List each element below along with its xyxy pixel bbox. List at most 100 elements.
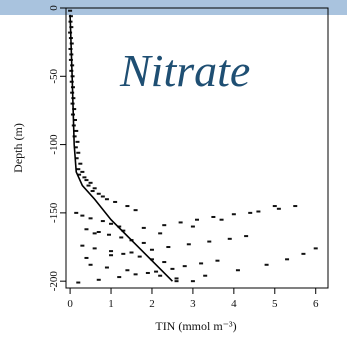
data-point — [121, 252, 126, 255]
chart-title: Nitrate — [119, 45, 250, 96]
data-point — [104, 198, 109, 201]
data-point — [227, 237, 232, 240]
data-point — [174, 277, 179, 280]
data-point — [158, 232, 163, 235]
data-point — [125, 205, 130, 208]
data-point — [117, 225, 122, 228]
data-point — [119, 236, 124, 239]
data-point — [73, 119, 78, 121]
data-point — [219, 218, 224, 221]
data-point — [248, 211, 253, 214]
y-tick-label: -200 — [48, 271, 60, 292]
data-point — [78, 162, 83, 165]
data-point — [80, 214, 85, 217]
x-tick-label: 1 — [108, 298, 114, 310]
data-point — [73, 146, 78, 149]
plot-frame — [65, 7, 329, 289]
data-point — [86, 184, 91, 187]
y-tick-label: -150 — [48, 202, 60, 223]
data-point — [96, 278, 101, 281]
data-point — [109, 254, 114, 257]
data-point — [154, 270, 159, 273]
data-point — [276, 207, 281, 210]
data-point — [313, 247, 318, 250]
data-point — [121, 229, 126, 232]
data-point — [76, 151, 81, 154]
data-point — [145, 271, 150, 274]
data-point — [100, 220, 105, 223]
data-point — [301, 252, 306, 255]
x-axis: 0 1 2 3 4 5 6 — [67, 288, 319, 310]
data-point — [149, 258, 154, 261]
data-point — [166, 246, 171, 249]
data-point — [96, 231, 101, 233]
data-point — [74, 157, 79, 160]
data-point — [199, 262, 204, 265]
data-point — [149, 248, 154, 251]
data-point — [76, 168, 81, 171]
data-point — [133, 273, 138, 276]
data-point — [211, 215, 216, 218]
data-point — [203, 274, 208, 277]
data-point — [178, 221, 183, 224]
data-point — [106, 233, 111, 236]
data-point — [141, 226, 146, 229]
data-point — [215, 259, 220, 262]
data-point — [190, 280, 195, 283]
data-point — [272, 205, 277, 208]
data-point — [231, 213, 236, 216]
data-point — [100, 195, 105, 198]
data-point — [68, 9, 73, 12]
y-axis-label: Depth (m) — [11, 123, 25, 173]
data-point — [88, 217, 93, 220]
data-point — [84, 228, 89, 231]
data-point — [69, 26, 74, 29]
data-point — [190, 225, 195, 228]
data-point — [80, 244, 85, 247]
y-tick-label: -100 — [48, 134, 60, 155]
data-point — [174, 280, 179, 283]
data-point — [133, 209, 138, 212]
y-tick-label: -50 — [48, 68, 60, 83]
data-point — [235, 269, 240, 272]
x-axis-label: TIN (mmol m⁻³) — [155, 319, 236, 333]
x-tick-label: 5 — [272, 298, 278, 310]
data-point — [109, 222, 114, 225]
data-point — [182, 265, 187, 268]
x-tick-label: 3 — [190, 298, 196, 310]
data-point — [104, 266, 109, 269]
data-point — [117, 276, 122, 279]
data-point — [195, 218, 199, 221]
data-point — [129, 251, 134, 254]
data-point — [74, 129, 79, 132]
data-point — [76, 281, 81, 284]
data-point — [88, 263, 93, 266]
data-point — [137, 255, 142, 258]
data-point — [162, 261, 167, 264]
data-point — [207, 240, 212, 243]
data-point — [88, 181, 93, 184]
x-tick-label: 4 — [231, 298, 237, 310]
data-point — [186, 243, 191, 246]
data-point — [162, 224, 167, 227]
data-point — [77, 173, 82, 176]
data-point — [72, 108, 77, 111]
data-point — [293, 205, 298, 208]
y-tick-label: 0 — [48, 5, 60, 11]
data-point — [84, 256, 89, 259]
x-tick-label: 6 — [313, 298, 319, 310]
data-point — [244, 235, 249, 238]
data-point — [113, 200, 118, 203]
data-point — [170, 267, 175, 270]
data-point — [141, 241, 146, 244]
x-tick-label: 2 — [149, 298, 155, 310]
data-point — [74, 211, 79, 214]
y-axis: 0 -50 -100 -150 -200 — [48, 5, 66, 292]
data-point — [92, 232, 97, 235]
data-point — [264, 263, 269, 266]
x-tick-label: 0 — [67, 298, 73, 310]
trend-line — [69, 14, 174, 282]
data-point — [158, 274, 163, 277]
data-point — [109, 250, 114, 253]
